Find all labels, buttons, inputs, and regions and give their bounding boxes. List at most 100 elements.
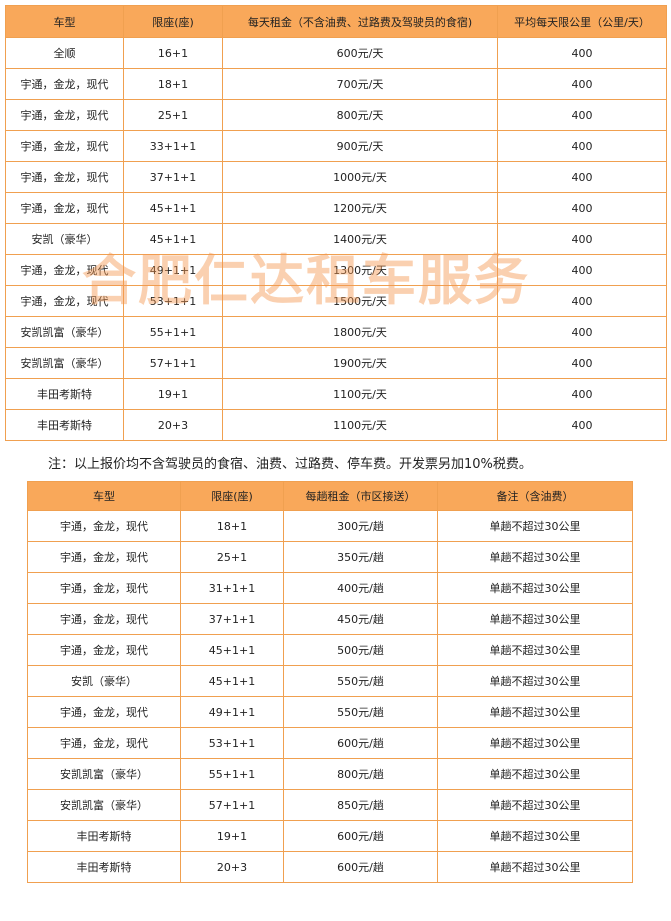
cell: 400 (497, 285, 667, 317)
cell: 850元/趟 (283, 789, 438, 821)
cell: 宇通，金龙，现代 (27, 727, 181, 759)
cell: 18+1 (180, 510, 284, 542)
cell: 单趟不超过30公里 (437, 665, 633, 697)
cell: 丰田考斯特 (27, 851, 181, 883)
cell: 600元/趟 (283, 727, 438, 759)
cell: 1000元/天 (222, 161, 498, 193)
cell: 单趟不超过30公里 (437, 510, 633, 542)
cell: 400 (497, 316, 667, 348)
row: 宇通，金龙，现代 33+1+1 900元/天 400 (5, 130, 667, 162)
cell: 400 (497, 409, 667, 441)
cell: 单趟不超过30公里 (437, 541, 633, 573)
header-cell: 限座(座) (123, 5, 223, 38)
row: 安凯凯富（豪华） 57+1+1 850元/趟 单趟不超过30公里 (27, 789, 633, 821)
cell: 20+3 (123, 409, 223, 441)
row: 宇通，金龙，现代 49+1+1 550元/趟 单趟不超过30公里 (27, 696, 633, 728)
row: 宇通，金龙，现代 25+1 800元/天 400 (5, 99, 667, 131)
cell: 700元/天 (222, 68, 498, 100)
row: 安凯凯富（豪华） 55+1+1 1800元/天 400 (5, 316, 667, 348)
cell: 400 (497, 37, 667, 69)
cell: 单趟不超过30公里 (437, 820, 633, 852)
header-cell: 限座(座) (180, 481, 284, 511)
cell: 25+1 (180, 541, 284, 573)
cell: 600元/趟 (283, 851, 438, 883)
cell: 400 (497, 378, 667, 410)
cell: 宇通，金龙，现代 (5, 254, 124, 286)
trip-rental-table: 车型 限座(座) 每趟租金（市区接送） 备注（含油费） 宇通，金龙，现代 18+1 300元… (27, 481, 633, 883)
row: 安凯（豪华） 45+1+1 550元/趟 单趟不超过30公里 (27, 665, 633, 697)
cell: 45+1+1 (180, 665, 284, 697)
header-cell: 每天租金（不含油费、过路费及驾驶员的食宿) (222, 5, 498, 38)
row: 丰田考斯特 20+3 1100元/天 400 (5, 409, 667, 441)
cell: 53+1+1 (123, 285, 223, 317)
cell: 37+1+1 (180, 603, 284, 635)
cell: 安凯凯富（豪华） (27, 789, 181, 821)
cell: 300元/趟 (283, 510, 438, 542)
cell: 单趟不超过30公里 (437, 758, 633, 790)
cell: 20+3 (180, 851, 284, 883)
cell: 安凯（豪华） (27, 665, 181, 697)
note: 注：以上报价均不含驾驶员的食宿、油费、过路费、停车费。开发票另加10%税费。 (48, 457, 532, 472)
cell: 安凯凯富（豪华） (5, 316, 124, 348)
header-cell: 车型 (27, 481, 181, 511)
row: 宇通，金龙，现代 45+1+1 1200元/天 400 (5, 192, 667, 224)
cell: 单趟不超过30公里 (437, 696, 633, 728)
header-row: 车型 限座(座) 每天租金（不含油费、过路费及驾驶员的食宿) 平均每天限公里（公里/天… (5, 5, 667, 38)
cell: 1300元/天 (222, 254, 498, 286)
cell: 400 (497, 68, 667, 100)
cell: 安凯凯富（豪华） (27, 758, 181, 790)
cell: 宇通，金龙，现代 (27, 634, 181, 666)
cell: 安凯（豪华） (5, 223, 124, 255)
cell: 1200元/天 (222, 192, 498, 224)
cell: 宇通，金龙，现代 (27, 541, 181, 573)
cell: 全顺 (5, 37, 124, 69)
row: 宇通，金龙，现代 45+1+1 500元/趟 单趟不超过30公里 (27, 634, 633, 666)
cell: 丰田考斯特 (5, 409, 124, 441)
cell: 宇通，金龙，现代 (5, 130, 124, 162)
row: 宇通，金龙，现代 53+1+1 1500元/天 400 (5, 285, 667, 317)
cell: 31+1+1 (180, 572, 284, 604)
cell: 49+1+1 (180, 696, 284, 728)
cell: 57+1+1 (123, 347, 223, 379)
cell: 900元/天 (222, 130, 498, 162)
cell: 宇通，金龙，现代 (5, 99, 124, 131)
cell: 800元/天 (222, 99, 498, 131)
cell: 16+1 (123, 37, 223, 69)
row: 宇通，金龙，现代 53+1+1 600元/趟 单趟不超过30公里 (27, 727, 633, 759)
cell: 宇通，金龙，现代 (5, 68, 124, 100)
cell: 400 (497, 161, 667, 193)
cell: 37+1+1 (123, 161, 223, 193)
cell: 400 (497, 130, 667, 162)
row: 丰田考斯特 19+1 1100元/天 400 (5, 378, 667, 410)
cell: 单趟不超过30公里 (437, 851, 633, 883)
cell: 1900元/天 (222, 347, 498, 379)
cell: 57+1+1 (180, 789, 284, 821)
cell: 单趟不超过30公里 (437, 727, 633, 759)
header-cell: 每趟租金（市区接送） (283, 481, 438, 511)
row: 宇通，金龙，现代 37+1+1 450元/趟 单趟不超过30公里 (27, 603, 633, 635)
cell: 45+1+1 (180, 634, 284, 666)
cell: 350元/趟 (283, 541, 438, 573)
cell: 1800元/天 (222, 316, 498, 348)
row: 宇通，金龙，现代 31+1+1 400元/趟 单趟不超过30公里 (27, 572, 633, 604)
cell: 800元/趟 (283, 758, 438, 790)
cell: 400 (497, 347, 667, 379)
cell: 宇通，金龙，现代 (27, 510, 181, 542)
cell: 宇通，金龙，现代 (5, 161, 124, 193)
cell: 49+1+1 (123, 254, 223, 286)
cell: 1100元/天 (222, 409, 498, 441)
cell: 单趟不超过30公里 (437, 572, 633, 604)
cell: 丰田考斯特 (27, 820, 181, 852)
row: 宇通，金龙，现代 18+1 700元/天 400 (5, 68, 667, 100)
header-row: 车型 限座(座) 每趟租金（市区接送） 备注（含油费） (27, 481, 633, 511)
cell: 600元/天 (222, 37, 498, 69)
header-cell: 备注（含油费） (437, 481, 633, 511)
cell: 550元/趟 (283, 665, 438, 697)
cell: 45+1+1 (123, 192, 223, 224)
cell: 600元/趟 (283, 820, 438, 852)
cell: 400 (497, 254, 667, 286)
header-cell: 车型 (5, 5, 124, 38)
cell: 33+1+1 (123, 130, 223, 162)
cell: 单趟不超过30公里 (437, 789, 633, 821)
